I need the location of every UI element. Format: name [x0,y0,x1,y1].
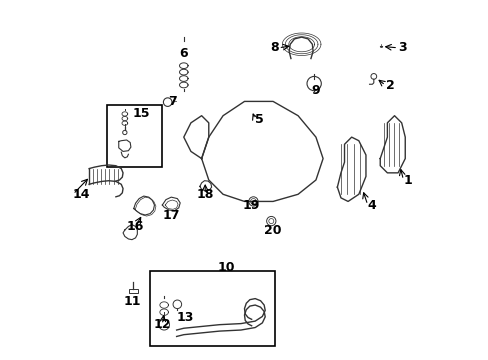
Text: 4: 4 [367,198,376,212]
Text: 8: 8 [269,41,278,54]
Text: 19: 19 [243,198,260,212]
Text: 7: 7 [167,95,176,108]
FancyBboxPatch shape [129,289,138,293]
Text: 13: 13 [176,311,194,324]
Text: 16: 16 [126,220,144,233]
Text: 12: 12 [153,318,171,331]
Text: 9: 9 [311,84,320,97]
Text: 11: 11 [123,295,141,308]
Text: 15: 15 [132,107,149,120]
FancyBboxPatch shape [107,105,162,167]
Text: 1: 1 [403,174,411,186]
Text: 10: 10 [218,261,235,274]
Text: 17: 17 [162,209,180,222]
Text: 18: 18 [196,188,213,201]
Text: 20: 20 [264,224,281,237]
Text: 6: 6 [179,47,188,60]
Text: 14: 14 [73,188,90,201]
Text: 3: 3 [397,41,406,54]
Text: 5: 5 [255,113,264,126]
FancyBboxPatch shape [149,271,274,346]
Text: 2: 2 [385,79,393,92]
